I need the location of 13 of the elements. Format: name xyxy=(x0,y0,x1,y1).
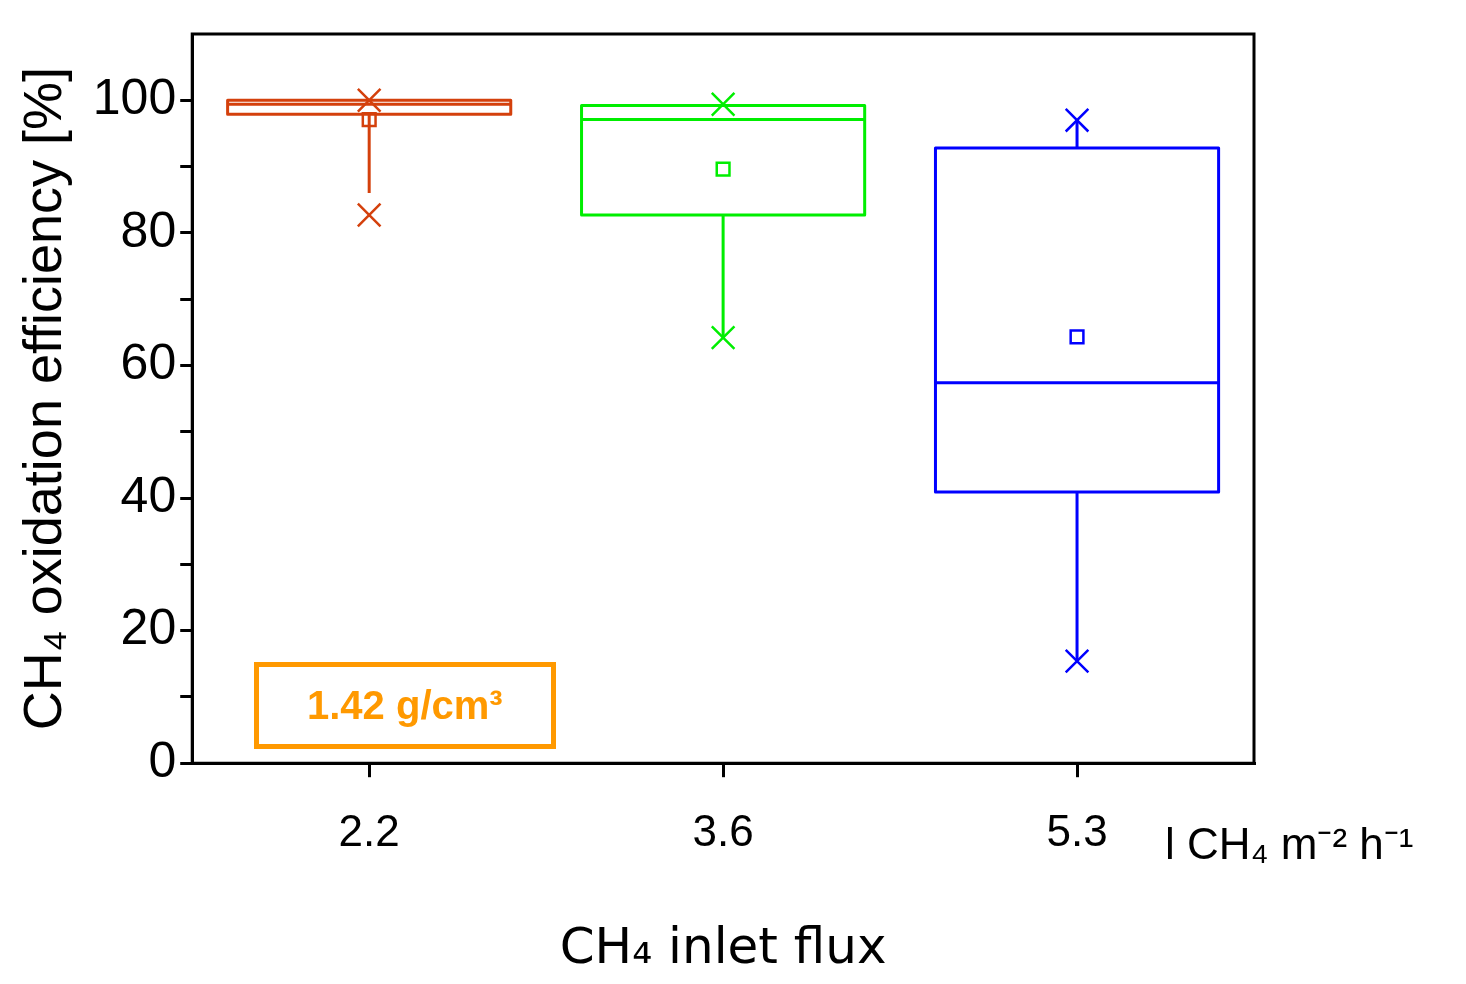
y-axis-title: CH₄ oxidation efficiency [%] xyxy=(12,66,73,731)
x-tick-label: 5.3 xyxy=(1046,805,1108,855)
y-tick-label: 60 xyxy=(120,334,177,391)
y-tick-label: 100 xyxy=(92,69,177,126)
x-tick-label: 3.6 xyxy=(692,805,754,855)
y-tick-label: 80 xyxy=(120,201,177,258)
text: l CH₄ m⁻² h⁻¹ xyxy=(1165,818,1414,870)
x-tick-label: 2.2 xyxy=(338,805,400,855)
x-axis-title: CH₄ inlet flux xyxy=(559,916,887,975)
annotation: 1.42 g/cm³ xyxy=(254,662,556,749)
y-tick-label: 40 xyxy=(120,466,177,523)
y-tick-label: 0 xyxy=(148,731,177,788)
y-tick-label: 20 xyxy=(120,599,177,656)
